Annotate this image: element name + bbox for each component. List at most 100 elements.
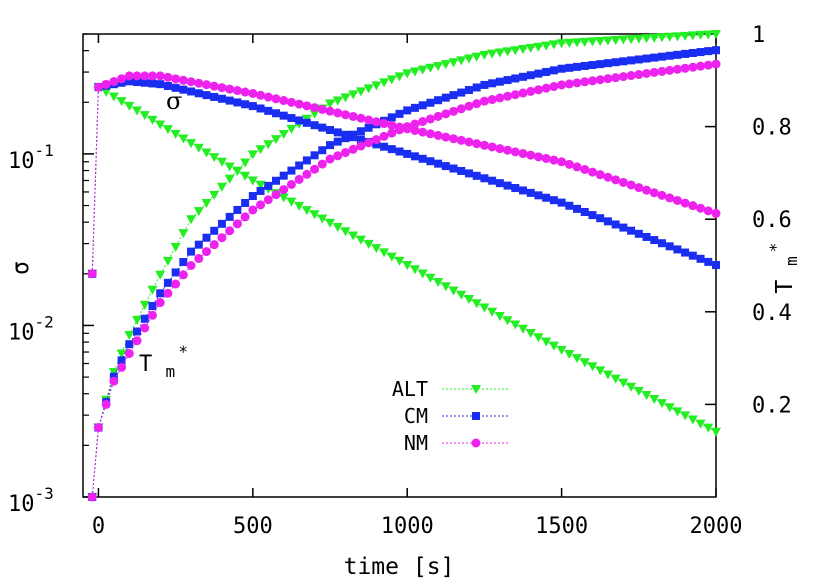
series-cm-sigma-point — [387, 145, 396, 154]
series-alt-tm-point — [494, 48, 505, 58]
series-nm-tm-point — [533, 85, 543, 95]
series-alt-sigma-point — [695, 419, 706, 429]
y-left-tick-base: 10 — [8, 492, 35, 517]
series-nm-sigma-point — [124, 71, 134, 81]
series-cm-tm-point — [580, 61, 589, 70]
series-nm-tm-point — [418, 117, 428, 127]
series-alt-tm-point — [270, 135, 281, 145]
series-cm-tm-point — [464, 86, 473, 95]
series-nm-sigma-point — [665, 193, 675, 203]
annotation-tm: T m * — [139, 342, 188, 383]
series-nm-tm-point — [696, 61, 706, 71]
series-cm-sigma-point — [673, 245, 682, 254]
series-nm-sigma-point — [294, 99, 304, 109]
series-nm-tm-point — [510, 90, 520, 100]
series-alt-tm-point — [340, 93, 351, 103]
series-cm-tm-point — [217, 219, 226, 228]
series-nm-sigma-point — [688, 201, 698, 211]
series-alt-sigma-point — [417, 269, 428, 279]
series-alt-sigma-point — [139, 111, 150, 121]
series-alt-tm-point — [170, 242, 181, 252]
series-nm-sigma-point — [271, 94, 281, 104]
series-alt-sigma-point — [309, 210, 320, 220]
series-alt-sigma-point — [533, 333, 544, 343]
series-cm-sigma-point — [187, 87, 196, 96]
series-alt-tm-point — [147, 285, 158, 295]
series-cm-tm-point — [449, 91, 458, 100]
series-alt-tm-point — [201, 198, 212, 208]
series-alt-tm-point — [255, 145, 266, 155]
series-nm-tm-point — [171, 279, 181, 289]
series-nm-tm-point — [402, 122, 412, 132]
series-nm-tm-point — [302, 169, 312, 179]
series-nm-tm-point — [155, 298, 165, 308]
series-nm-tm-point — [657, 66, 667, 76]
series-alt-tm-point — [649, 33, 660, 43]
series-cm-tm-point — [248, 192, 257, 201]
series-nm-sigma-point — [487, 142, 497, 152]
series-alt-tm-point — [278, 130, 289, 140]
y-right-tick-label: 0.6 — [752, 208, 792, 233]
series-cm-sigma-point — [133, 78, 142, 87]
series-nm-tm-point — [433, 111, 443, 121]
series-alt-sigma-point — [610, 374, 621, 384]
series-alt-sigma-point — [510, 320, 521, 330]
series-alt-tm-point — [618, 35, 629, 45]
series-alt-tm-point — [209, 190, 220, 200]
series-cm-sigma-point — [403, 149, 412, 158]
series-cm-sigma-point — [426, 157, 435, 166]
series-nm-sigma-point — [572, 162, 582, 172]
series-nm-sigma-point — [472, 139, 482, 149]
series-nm-tm-point — [410, 119, 420, 129]
series-nm-tm-point — [310, 164, 320, 174]
series-alt-tm-point — [325, 99, 336, 109]
series-nm-tm-point — [225, 226, 235, 236]
series-nm-sigma-point — [418, 127, 428, 137]
series-cm-sigma-point — [372, 140, 381, 149]
series-cm-sigma-point — [603, 217, 612, 226]
series-nm-tm-point — [163, 288, 173, 298]
series-nm-tm-point — [356, 141, 366, 151]
series-nm-sigma-point — [587, 167, 597, 177]
series-alt-sigma-point — [587, 362, 598, 372]
series-nm-sigma-point — [503, 145, 513, 155]
series-cm-tm-point — [241, 198, 250, 207]
series-alt-tm-point — [355, 87, 366, 97]
series-nm-sigma-point — [441, 132, 451, 142]
series-nm-sigma-point — [178, 75, 188, 85]
series-cm-sigma-point — [696, 254, 705, 263]
series-alt-sigma-point — [355, 235, 366, 245]
series-nm-tm-point — [549, 82, 559, 92]
series-alt-sigma-point — [502, 316, 513, 326]
series-cm-sigma-point — [210, 92, 219, 101]
series-alt-sigma-point — [193, 143, 204, 153]
series-alt-sigma-point — [216, 157, 227, 167]
series-cm-tm-point — [619, 57, 628, 66]
series-nm-sigma-point — [117, 74, 127, 84]
series-cm-tm-point — [511, 74, 520, 83]
series-cm-tm-point — [457, 88, 466, 97]
series-cm-tm-point — [349, 130, 358, 139]
series-alt-sigma-point — [687, 415, 698, 425]
series-cm-sigma-point — [302, 118, 311, 127]
series-cm-sigma-point — [356, 135, 365, 144]
series-alt-sigma-point — [286, 197, 297, 207]
series-nm-tm-point — [202, 247, 212, 257]
y-axis-right-title-base: T — [772, 280, 798, 294]
series-alt-tm-point — [471, 52, 482, 62]
series-layer — [87, 30, 721, 502]
series-cm-tm-point — [326, 141, 335, 150]
series-cm-tm-point — [194, 240, 203, 249]
series-cm-sigma-point — [557, 198, 566, 207]
series-alt-tm-point — [247, 150, 258, 160]
series-cm-tm-point — [426, 98, 435, 107]
series-nm-tm-point — [348, 144, 358, 154]
series-nm-sigma-point — [680, 198, 690, 208]
series-nm-tm-point — [649, 67, 659, 77]
series-cm-sigma-point — [295, 116, 304, 125]
series-alt-tm-point — [263, 140, 274, 150]
annotation-tm-base: T — [139, 352, 152, 377]
series-alt-tm-point — [564, 38, 575, 48]
series-alt-sigma-point — [487, 307, 498, 317]
series-nm-sigma-point — [147, 71, 157, 81]
